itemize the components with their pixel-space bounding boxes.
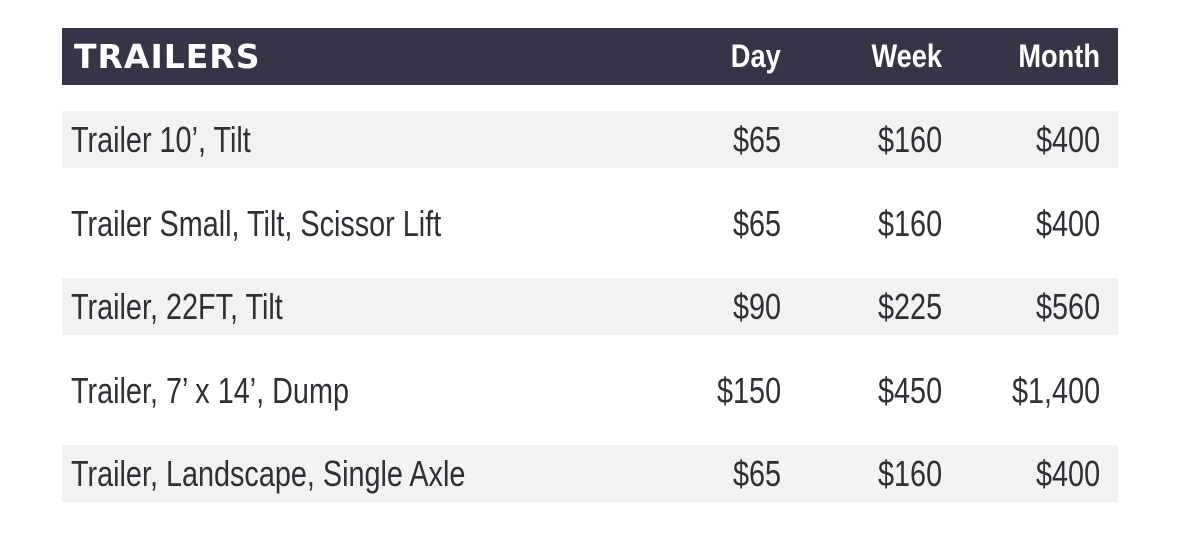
month-price: $400	[1035, 119, 1100, 160]
column-header-month: Month	[1018, 38, 1100, 74]
week-price: $225	[877, 286, 942, 327]
day-price: $90	[732, 286, 781, 327]
month-price: $1,400	[1011, 370, 1100, 411]
week-price: $160	[877, 453, 942, 494]
month-price: $560	[1035, 286, 1100, 327]
month-price: $400	[1035, 453, 1100, 494]
day-price: $65	[732, 453, 781, 494]
item-name: Trailer 10’, Tilt	[71, 119, 251, 160]
pricing-table: TRAILERS Day Week Month Trailer 10’, Til…	[62, 28, 1118, 502]
table-header: TRAILERS Day Week Month	[62, 28, 1118, 85]
item-name: Trailer, Landscape, Single Axle	[71, 453, 466, 494]
month-price: $400	[1035, 203, 1100, 244]
item-name: Trailer, 7’ x 14’, Dump	[71, 370, 349, 411]
table-row: Trailer 10’, Tilt $65 $160 $400	[62, 111, 1118, 168]
day-price: $65	[732, 119, 781, 160]
column-header-day: Day	[731, 38, 781, 74]
table-row: Trailer, Landscape, Single Axle $65 $160…	[62, 445, 1118, 502]
table-row: Trailer, 22FT, Tilt $90 $225 $560	[62, 278, 1118, 335]
week-price: $160	[877, 203, 942, 244]
table-title: TRAILERS	[74, 37, 261, 76]
column-header-week: Week	[871, 38, 942, 74]
table-row: Trailer, 7’ x 14’, Dump $150 $450 $1,400	[62, 362, 1118, 419]
week-price: $160	[877, 119, 942, 160]
item-name: Trailer Small, Tilt, Scissor Lift	[71, 203, 442, 244]
day-price: $150	[716, 370, 781, 411]
day-price: $65	[732, 203, 781, 244]
week-price: $450	[877, 370, 942, 411]
table-row: Trailer Small, Tilt, Scissor Lift $65 $1…	[62, 195, 1118, 252]
item-name: Trailer, 22FT, Tilt	[71, 286, 283, 327]
